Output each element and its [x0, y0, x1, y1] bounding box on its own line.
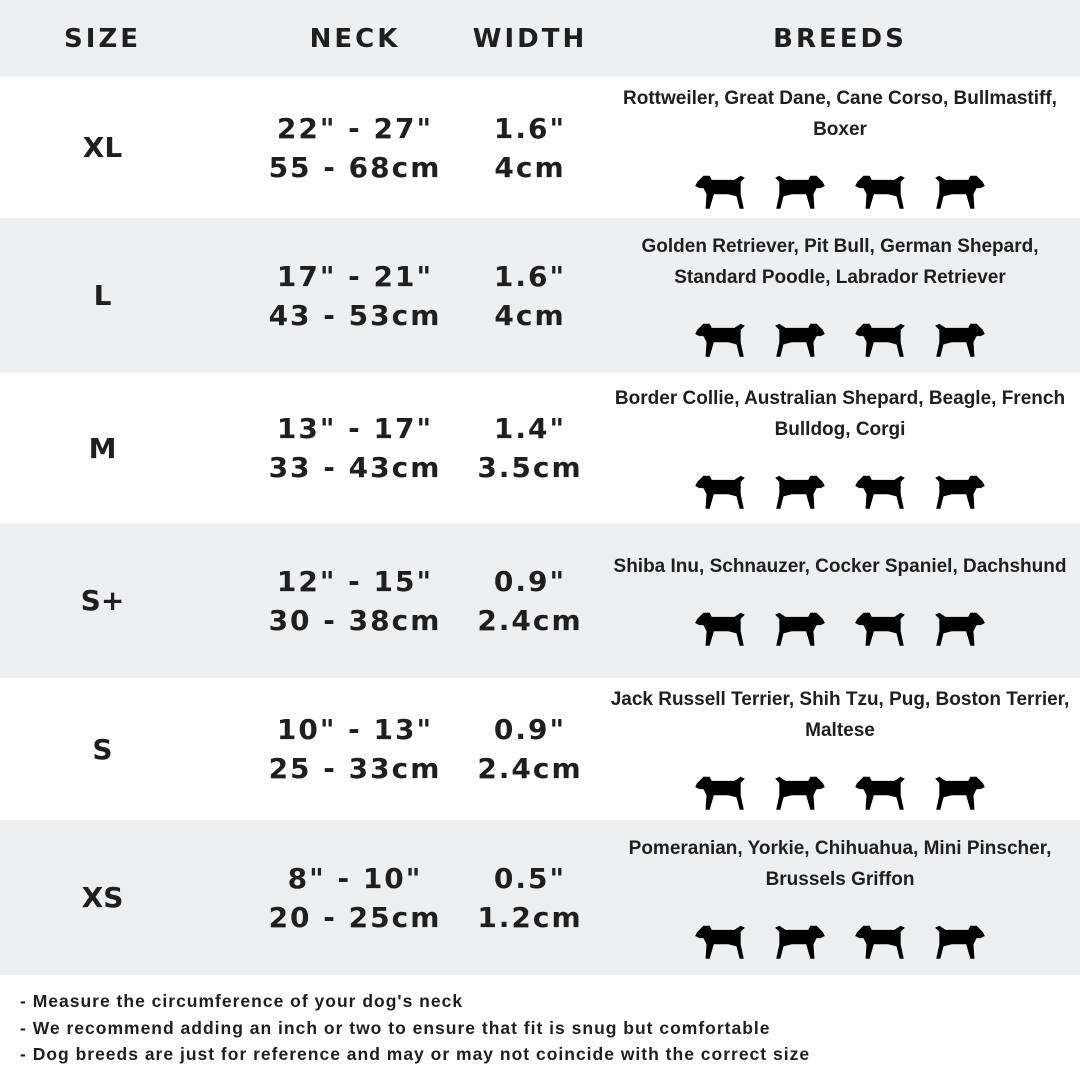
note: - Measure the circumference of your dog'…: [20, 991, 464, 1011]
corgi-icon: [935, 475, 985, 509]
border-collie-icon: [695, 475, 745, 509]
width-inches: 1.6": [493, 111, 567, 145]
width-cm: 4cm: [494, 150, 566, 184]
doberman-icon: [855, 175, 905, 209]
neck-cm: 43 - 53cm: [268, 298, 442, 332]
yorkie-icon: [775, 925, 825, 959]
neck-inches: 17" - 21": [276, 259, 434, 293]
mini-pinscher-icon: [935, 925, 985, 959]
neck-cm: 33 - 43cm: [268, 451, 442, 484]
pug-icon: [855, 776, 905, 810]
breeds-list: Jack Russell Terrier, Shih Tzu, Pug, Bos…: [610, 689, 1070, 741]
table-row: L 17" - 21" 43 - 53cm 1.6" 4cm Golden Retr…: [0, 218, 1080, 373]
rottweiler-icon: [695, 175, 745, 209]
table-row: S 10" - 13" 25 - 33cm 0.9" 2.4cm Jack Russ…: [0, 678, 1080, 820]
table-header: SIZE NECK WIDTH BREEDS: [0, 0, 1080, 77]
breeds-list: Border Collie, Australian Shepard, Beagl…: [614, 388, 1066, 440]
note: - We recommend adding an inch or two to …: [20, 1017, 771, 1038]
neck-inches: 12" - 15": [276, 564, 434, 598]
width-inches: 0.9": [493, 713, 567, 746]
neck-inches: 8" - 10": [287, 861, 423, 895]
width-inches: 1.4": [493, 412, 567, 445]
chihuahua-icon: [855, 925, 905, 959]
neck-cm: 25 - 33cm: [268, 752, 442, 785]
header-size: SIZE: [63, 23, 141, 54]
jack-russell-icon: [695, 776, 745, 810]
note: - Dog breeds are just for reference and …: [20, 1044, 811, 1064]
poodle-icon: [855, 323, 905, 357]
breed-silhouettes: [689, 157, 991, 213]
breeds-list: Shiba Inu, Schnauzer, Cocker Spaniel, Da…: [613, 556, 1067, 577]
table-row: XS 8" - 10" 20 - 25cm 0.5" 1.2cm Pomerania…: [0, 820, 1080, 975]
german-shepard-icon: [935, 323, 985, 357]
labrador-icon: [775, 323, 825, 357]
breed-silhouettes: [689, 305, 991, 361]
header-breeds: BREEDS: [773, 23, 907, 54]
width-inches: 0.5": [493, 861, 567, 895]
width-cm: 1.2cm: [477, 900, 583, 934]
neck-cm: 20 - 25cm: [268, 900, 442, 934]
breed-silhouettes: [689, 594, 991, 650]
breed-silhouettes: [689, 907, 991, 963]
dachshund-icon: [935, 612, 985, 646]
maltese-icon: [935, 776, 985, 810]
pomeranian-icon: [695, 925, 745, 959]
table-row: S+ 12" - 15" 30 - 38cm 0.9" 2.4cm Shiba In…: [0, 523, 1080, 678]
breeds-list: Pomeranian, Yorkie, Chihuahua, Mini Pins…: [628, 837, 1052, 890]
neck-cm: 30 - 38cm: [268, 603, 442, 637]
size-label: XS: [81, 881, 124, 914]
golden-retriever-icon: [695, 323, 745, 357]
shih-tzu-icon: [775, 776, 825, 810]
neck-cm: 55 - 68cm: [268, 150, 442, 184]
size-label: M: [88, 431, 117, 465]
breed-silhouettes: [689, 758, 991, 814]
width-cm: 2.4cm: [477, 603, 583, 637]
notes: - Measure the circumference of your dog'…: [20, 988, 810, 1068]
shiba-inu-icon: [695, 612, 745, 646]
beagle-icon: [775, 475, 825, 509]
width-cm: 3.5cm: [477, 451, 583, 484]
cocker-spaniel-icon: [855, 612, 905, 646]
size-label: S: [92, 732, 113, 766]
breeds-list: Rottweiler, Great Dane, Cane Corso, Bull…: [623, 87, 1057, 140]
width-inches: 0.9": [493, 564, 567, 598]
size-label: S+: [80, 584, 125, 617]
french-bulldog-icon: [855, 475, 905, 509]
breeds-list: Golden Retriever, Pit Bull, German Shepa…: [641, 235, 1039, 288]
width-cm: 4cm: [494, 298, 566, 332]
size-label: XL: [82, 131, 123, 164]
bullmastiff-icon: [935, 175, 985, 209]
neck-inches: 22" - 27": [276, 111, 434, 145]
breed-silhouettes: [689, 457, 991, 513]
schnauzer-icon: [775, 612, 825, 646]
table-row: M 13" - 17" 33 - 43cm 1.4" 3.5cm Border Co…: [0, 373, 1080, 523]
width-inches: 1.6": [493, 259, 567, 293]
neck-inches: 13" - 17": [276, 412, 434, 445]
size-label: L: [93, 279, 112, 312]
header-neck: NECK: [309, 23, 401, 54]
table-row: XL 22" - 27" 55 - 68cm 1.6" 4cm Rottweiler…: [0, 77, 1080, 218]
width-cm: 2.4cm: [477, 752, 583, 785]
header-width: WIDTH: [472, 23, 588, 54]
great-dane-icon: [775, 175, 825, 209]
neck-inches: 10" - 13": [276, 713, 434, 746]
